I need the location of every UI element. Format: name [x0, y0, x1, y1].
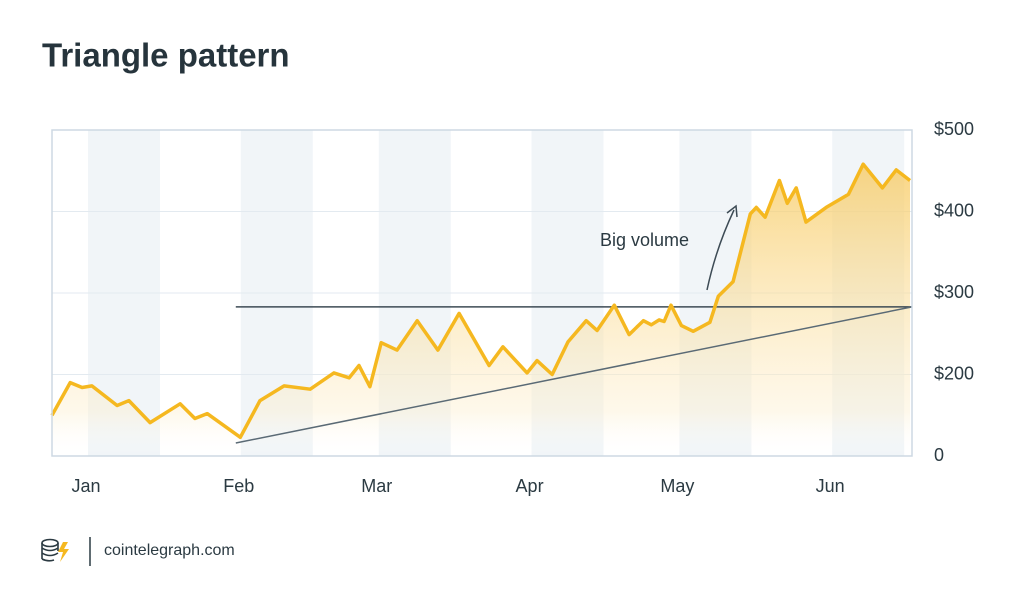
annotation-arrow	[706, 209, 735, 291]
plot-frame	[51, 129, 913, 457]
logo	[41, 538, 69, 562]
y-tick-label: $200	[934, 363, 974, 383]
annotation-arrowhead	[726, 204, 738, 218]
y-tick-label: $300	[934, 282, 974, 302]
area	[52, 164, 910, 456]
x-tick-label: Feb	[223, 476, 254, 496]
y-tick-label: $400	[934, 200, 974, 220]
x-tick-label: Mar	[361, 476, 392, 496]
x-tick-label: Jun	[816, 476, 845, 496]
annotation: Big volume	[600, 230, 689, 250]
footer-text: cointelegraph.com	[104, 542, 235, 559]
chart-title: Triangle pattern	[42, 37, 290, 74]
price-line	[50, 162, 912, 440]
y-tick-label: $500	[934, 119, 974, 139]
y-tick-label: 0	[934, 445, 944, 465]
trend-line	[235, 306, 913, 444]
x-tick-label: Apr	[516, 476, 544, 496]
x-tick-label: Jan	[71, 476, 100, 496]
x-tick-label: May	[660, 476, 694, 496]
